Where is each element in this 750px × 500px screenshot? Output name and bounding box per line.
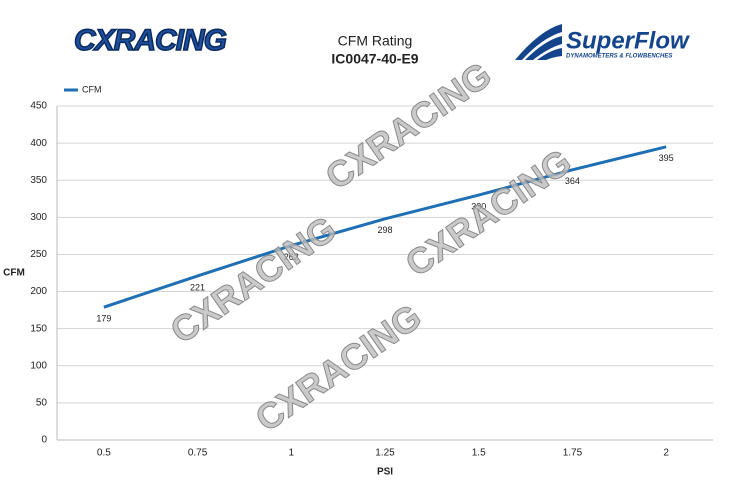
y-tick-label: 350 xyxy=(30,175,47,186)
y-tick-label: 450 xyxy=(30,101,47,112)
y-tick-label: 100 xyxy=(30,360,47,371)
data-label: 221 xyxy=(190,282,205,292)
data-label: 330 xyxy=(471,201,486,211)
x-tick-label: 1 xyxy=(289,448,295,459)
data-label: 364 xyxy=(565,176,580,186)
left-logo: CXRACING xyxy=(74,24,227,57)
y-tick-label: 50 xyxy=(36,398,48,409)
data-label: 179 xyxy=(96,314,111,324)
x-tick-label: 1.5 xyxy=(472,448,486,459)
right-logo: SuperFlow xyxy=(566,27,690,54)
x-tick-label: 2 xyxy=(663,448,669,459)
x-tick-label: 1.75 xyxy=(563,448,583,459)
legend-label: CFM xyxy=(82,84,102,94)
y-tick-label: 400 xyxy=(30,138,47,149)
y-tick-label: 200 xyxy=(30,286,47,297)
chart-title: CFM Rating xyxy=(338,33,413,49)
right-logo-mark xyxy=(515,24,562,60)
data-line xyxy=(103,145,667,309)
x-axis-label: PSI xyxy=(377,467,393,478)
watermark: CXRACING xyxy=(248,296,429,440)
data-label: 298 xyxy=(377,225,392,235)
data-label: 262 xyxy=(284,252,299,262)
y-tick-label: 0 xyxy=(41,435,47,446)
watermark: CXRACING xyxy=(318,54,499,198)
y-tick-label: 250 xyxy=(30,249,47,260)
y-tick-label: 150 xyxy=(30,323,47,334)
x-tick-label: 0.5 xyxy=(97,448,111,459)
right-logo-tagline: DYNAMOMETERS & FLOWBENCHES xyxy=(566,54,672,60)
x-tick-label: 0.75 xyxy=(188,448,208,459)
y-axis-label: CFM xyxy=(3,268,25,279)
data-label: 395 xyxy=(659,153,674,163)
watermark: CXRACING xyxy=(398,141,579,285)
x-tick-label: 1.25 xyxy=(375,448,395,459)
y-tick-label: 300 xyxy=(30,212,47,223)
chart-subtitle: IC0047-40-E9 xyxy=(331,51,418,67)
